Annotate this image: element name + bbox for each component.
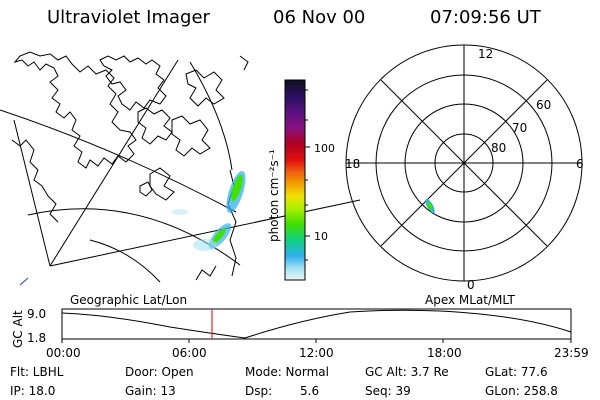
latitude-line (0, 109, 237, 213)
mlt-label-0: 0 (467, 278, 475, 292)
ring-label-60: 60 (536, 98, 551, 112)
dsp-value: 5.6 (300, 384, 320, 398)
coastline (239, 55, 249, 71)
polar-aurora (425, 198, 435, 214)
x-tick-1800: 18:00 (427, 346, 462, 360)
ring-label-80: 80 (491, 141, 506, 155)
island-outline (99, 55, 167, 111)
coastline (11, 139, 59, 223)
y-tick-9: 9.0 (27, 307, 46, 321)
colorbar-unit-label: photon cm⁻²s⁻¹ (267, 149, 281, 242)
colorbar-tick-100: 100 (314, 142, 335, 155)
mode-info: Mode: Normal (245, 365, 329, 379)
latitude-line (27, 208, 241, 266)
filter-info: Flt: LBHL (10, 365, 64, 379)
glon-info: GLon: 258.8 (485, 384, 558, 398)
x-tick-1200: 12:00 (299, 346, 334, 360)
gc-alt-info: GC Alt: 3.7 Re (365, 365, 449, 379)
seq-info: Seq: 39 (365, 384, 411, 398)
mlt-label-12: 12 (478, 47, 493, 61)
x-tick-0600: 06:00 (172, 346, 207, 360)
coastline (13, 51, 137, 169)
island-outline (185, 69, 225, 107)
date-label: 06 Nov 00 (273, 7, 366, 28)
glat-info: GLat: 77.6 (485, 365, 548, 379)
longitude-line (49, 199, 361, 267)
colorbar-tick-10: 10 (314, 230, 328, 243)
dsp-label: Dsp: (245, 384, 273, 398)
apex-label: Apex MLat/MLT (425, 293, 515, 307)
y-tick-1.8: 1.8 (27, 331, 46, 345)
gain-info: Gain: 13 (125, 384, 176, 398)
time-label: 07:09:56 UT (430, 7, 541, 28)
mlt-label-18: 18 (345, 157, 360, 171)
island-outline (137, 107, 173, 145)
geographic-label: Geographic Lat/Lon (70, 293, 188, 307)
altitude-axis-label: GC Alt (11, 310, 25, 348)
island-outline (171, 115, 211, 157)
x-tick-0000: 00:00 (46, 346, 81, 360)
altitude-curve (61, 309, 572, 339)
coastline (227, 169, 237, 277)
longitude-line (89, 239, 161, 283)
x-tick-2359: 23:59 (554, 346, 589, 360)
aurora-emission (172, 170, 246, 251)
app-title: Ultraviolet Imager (47, 7, 210, 28)
ip-info: IP: 18.0 (10, 384, 56, 398)
coastline (195, 265, 217, 281)
door-info: Door: Open (125, 365, 194, 379)
longitude-line (189, 61, 233, 171)
coastline (19, 277, 29, 286)
island-outline (149, 167, 175, 201)
longitude-line (49, 59, 179, 267)
island-outline (139, 181, 153, 197)
longitude-line (13, 119, 51, 267)
ring-label-70: 70 (512, 121, 527, 135)
mlt-label-6: 6 (576, 157, 584, 171)
